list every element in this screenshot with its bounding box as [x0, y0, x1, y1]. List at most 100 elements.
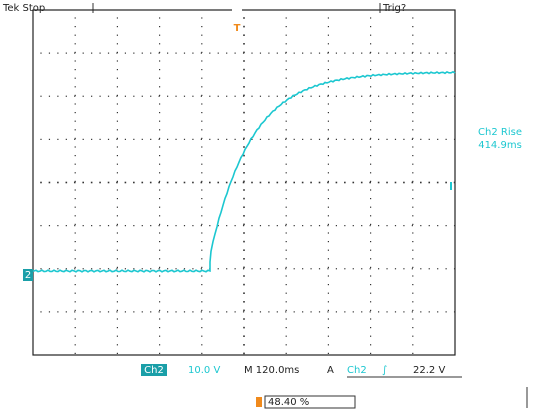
grid-dot	[201, 69, 202, 70]
grid-dot	[159, 69, 160, 70]
grid-dot	[226, 139, 227, 140]
grid-dot	[328, 207, 329, 208]
grid-dot	[243, 275, 245, 277]
grid-dot	[133, 96, 134, 97]
grid-dot	[75, 155, 76, 156]
grid-dot	[159, 35, 160, 36]
grid-dot	[243, 335, 245, 337]
grid-dot	[260, 225, 261, 226]
grid-dot	[319, 139, 320, 140]
grid-dot	[184, 139, 185, 140]
grid-dot	[74, 311, 75, 312]
grid-dot	[83, 225, 84, 226]
grid-dot	[209, 182, 211, 184]
grid-dot	[159, 225, 160, 226]
grid-dot	[286, 250, 287, 251]
grid-dot	[395, 53, 396, 54]
grid-dot	[192, 96, 193, 97]
grid-dot	[328, 344, 329, 345]
grid-dot	[286, 198, 287, 199]
grid-dot	[344, 311, 345, 312]
grid-dot	[378, 53, 379, 54]
grid-dot	[150, 268, 151, 269]
grid-dot	[310, 311, 311, 312]
trigger-state: Trig?	[382, 3, 406, 14]
grid-dot	[235, 268, 236, 269]
grid-dot	[328, 353, 329, 354]
grid-dot	[75, 69, 76, 70]
grid-dot	[117, 207, 118, 208]
grid-dot	[117, 129, 118, 130]
footer-channel: Ch2	[144, 365, 164, 376]
grid-dot	[133, 225, 134, 226]
grid-dot	[286, 172, 287, 173]
grid-dot	[226, 268, 227, 269]
grid-dot	[328, 146, 329, 147]
grid-dot	[117, 293, 118, 294]
grid-dot	[217, 182, 219, 184]
grid-dot	[378, 182, 380, 184]
grid-dot	[159, 267, 160, 268]
grid-dot	[412, 69, 413, 70]
grid-dot	[437, 53, 438, 54]
grid-dot	[446, 225, 447, 226]
grid-dot	[437, 225, 438, 226]
grid-dot	[352, 182, 354, 184]
grid-dot	[429, 268, 430, 269]
grid-dot	[75, 293, 76, 294]
grid-dot	[175, 96, 176, 97]
grid-dot	[201, 250, 202, 251]
grid-dot	[243, 189, 245, 191]
grid-dot	[370, 146, 371, 147]
grid-dot	[57, 96, 58, 97]
grid-dot	[386, 182, 388, 184]
grid-dot	[403, 182, 405, 184]
grid-dot	[159, 155, 160, 156]
grid-dot	[370, 267, 371, 268]
grid-dot	[159, 189, 160, 190]
grid-dot	[66, 139, 67, 140]
grid-dot	[286, 258, 287, 259]
grid-dot	[117, 250, 118, 251]
grid-dot	[251, 96, 252, 97]
grid-dot	[75, 26, 76, 27]
grid-dot	[403, 225, 404, 226]
grid-dot	[117, 353, 118, 354]
grid-dot	[412, 78, 413, 79]
grid-dot	[328, 275, 329, 276]
grid-dot	[91, 311, 92, 312]
grid-dot	[277, 311, 278, 312]
grid-dot	[159, 53, 160, 54]
grid-dot	[370, 86, 371, 87]
grid-dot	[420, 225, 421, 226]
grid-dot	[446, 311, 447, 312]
grid-dot	[117, 86, 118, 87]
grid-dot	[116, 182, 118, 184]
grid-dot	[142, 311, 143, 312]
grid-dot	[370, 327, 371, 328]
grid-dot	[142, 268, 143, 269]
grid-dot	[175, 268, 176, 269]
grid-dot	[40, 311, 41, 312]
grid-dot	[286, 69, 287, 70]
grid-dot	[99, 225, 100, 226]
grid-dot	[243, 182, 245, 184]
grid-dot	[201, 311, 202, 312]
grid-dot	[243, 310, 245, 312]
grid-dot	[125, 53, 126, 54]
grid-dot	[403, 53, 404, 54]
grid-dot	[201, 164, 202, 165]
grid-dot	[159, 250, 160, 251]
grid-dot	[286, 232, 287, 233]
grid-dot	[328, 129, 329, 130]
grid-dot	[361, 182, 363, 184]
grid-dot	[201, 17, 202, 18]
grid-dot	[277, 268, 278, 269]
grid-dot	[251, 311, 252, 312]
grid-dot	[243, 301, 245, 303]
grid-dot	[66, 225, 67, 226]
grid-dot	[75, 241, 76, 242]
grid-dot	[201, 182, 203, 184]
grid-dot	[336, 311, 337, 312]
grid-dot	[412, 35, 413, 36]
